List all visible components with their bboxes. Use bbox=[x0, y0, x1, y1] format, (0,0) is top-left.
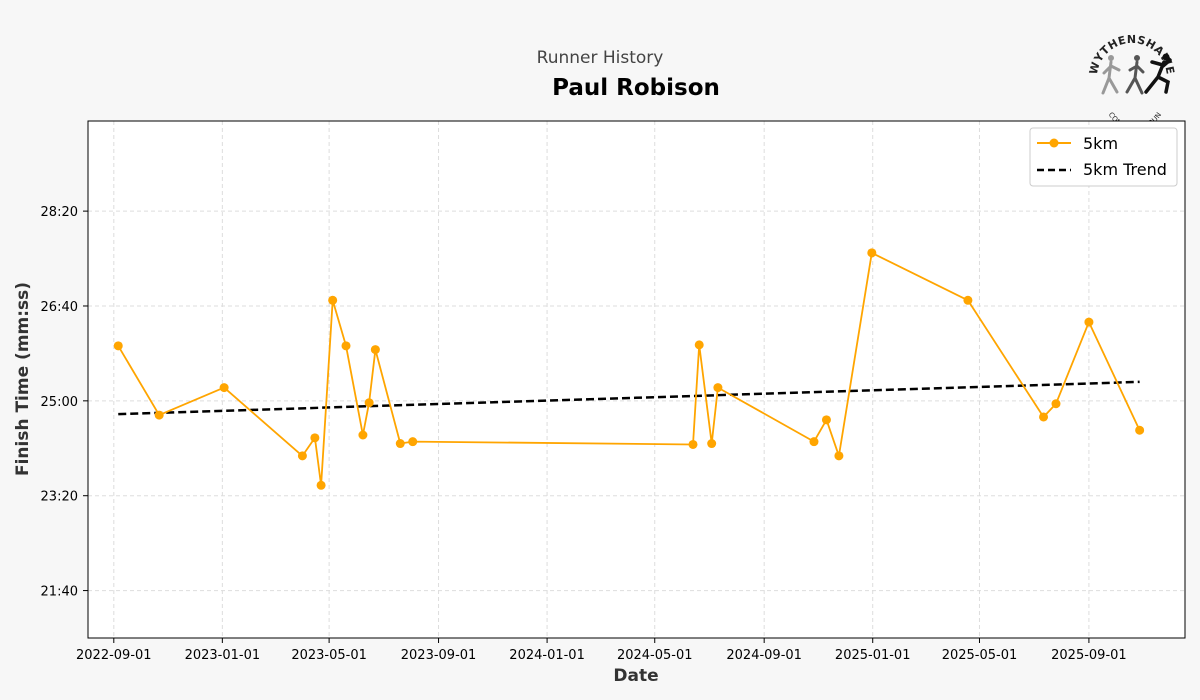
y-axis-label: Finish Time (mm:ss) bbox=[13, 282, 33, 476]
data-point bbox=[809, 437, 819, 447]
data-point bbox=[310, 433, 320, 443]
data-point bbox=[341, 341, 351, 351]
data-point bbox=[154, 410, 164, 420]
x-tick-label: 2025-01-01 bbox=[835, 648, 911, 663]
x-tick-label: 2024-09-01 bbox=[726, 648, 802, 663]
x-axis-label: Date bbox=[613, 666, 658, 686]
series-5km-line bbox=[117, 251, 1141, 487]
y-tick-label: 21:40 bbox=[41, 585, 78, 600]
data-point bbox=[328, 295, 338, 305]
legend-trend-label: 5km Trend bbox=[1083, 160, 1167, 179]
y-tick-label: 28:20 bbox=[41, 205, 78, 220]
chart-title: Paul Robison bbox=[552, 75, 720, 101]
data-point bbox=[370, 345, 380, 355]
runner-figure-dark-icon bbox=[1125, 55, 1145, 95]
y-tick-label: 26:40 bbox=[41, 300, 78, 315]
data-point bbox=[694, 340, 704, 350]
data-point bbox=[408, 437, 418, 447]
runner-figure-black-icon bbox=[1144, 53, 1172, 94]
x-tick-label: 2024-05-01 bbox=[617, 648, 693, 663]
x-tick-label: 2025-05-01 bbox=[942, 648, 1018, 663]
data-point bbox=[963, 295, 973, 305]
data-point bbox=[707, 439, 717, 449]
series-layer bbox=[113, 248, 1145, 490]
data-point bbox=[713, 383, 723, 393]
chart-legend: 5km 5km Trend bbox=[1029, 127, 1178, 187]
data-point bbox=[1084, 317, 1094, 327]
grid-lines bbox=[88, 121, 1185, 638]
legend-5km-marker bbox=[1049, 138, 1059, 148]
data-point bbox=[1051, 399, 1061, 409]
data-point bbox=[297, 451, 307, 461]
plot-area bbox=[88, 121, 1185, 638]
data-point bbox=[688, 439, 698, 449]
y-tick-label: 25:00 bbox=[41, 395, 78, 410]
data-point bbox=[364, 398, 374, 408]
x-tick-label: 2023-05-01 bbox=[291, 648, 367, 663]
data-point bbox=[358, 430, 368, 440]
data-point bbox=[834, 451, 844, 461]
chart-subtitle: Runner History bbox=[537, 48, 664, 68]
x-axis-ticks: 2022-09-01 2023-01-01 2023-05-01 2023-09-01… bbox=[76, 638, 1127, 663]
y-tick-label: 23:20 bbox=[41, 490, 78, 505]
data-point bbox=[867, 248, 877, 258]
x-tick-label: 2023-09-01 bbox=[401, 648, 477, 663]
x-tick-label: 2025-09-01 bbox=[1051, 648, 1127, 663]
data-point bbox=[1135, 425, 1145, 435]
wythenshawe-logo: WYTHENSHAWE COMMUNITY RUN bbox=[1087, 33, 1177, 132]
x-tick-label: 2024-01-01 bbox=[509, 648, 585, 663]
data-point bbox=[1039, 412, 1049, 422]
x-tick-label: 2022-09-01 bbox=[76, 648, 152, 663]
data-point bbox=[316, 480, 326, 490]
y-axis-ticks: 21:40 23:20 25:00 26:40 28:20 bbox=[41, 205, 88, 600]
data-point bbox=[219, 383, 229, 393]
legend-5km-label: 5km bbox=[1083, 134, 1118, 153]
trend-line bbox=[118, 380, 1140, 416]
data-point bbox=[821, 415, 831, 425]
runner-figure-grey-icon bbox=[1101, 55, 1121, 95]
plot-border bbox=[87, 120, 1186, 639]
x-tick-label: 2023-01-01 bbox=[185, 648, 261, 663]
data-point bbox=[395, 439, 405, 449]
trend-layer bbox=[118, 380, 1140, 416]
data-point bbox=[113, 341, 123, 351]
